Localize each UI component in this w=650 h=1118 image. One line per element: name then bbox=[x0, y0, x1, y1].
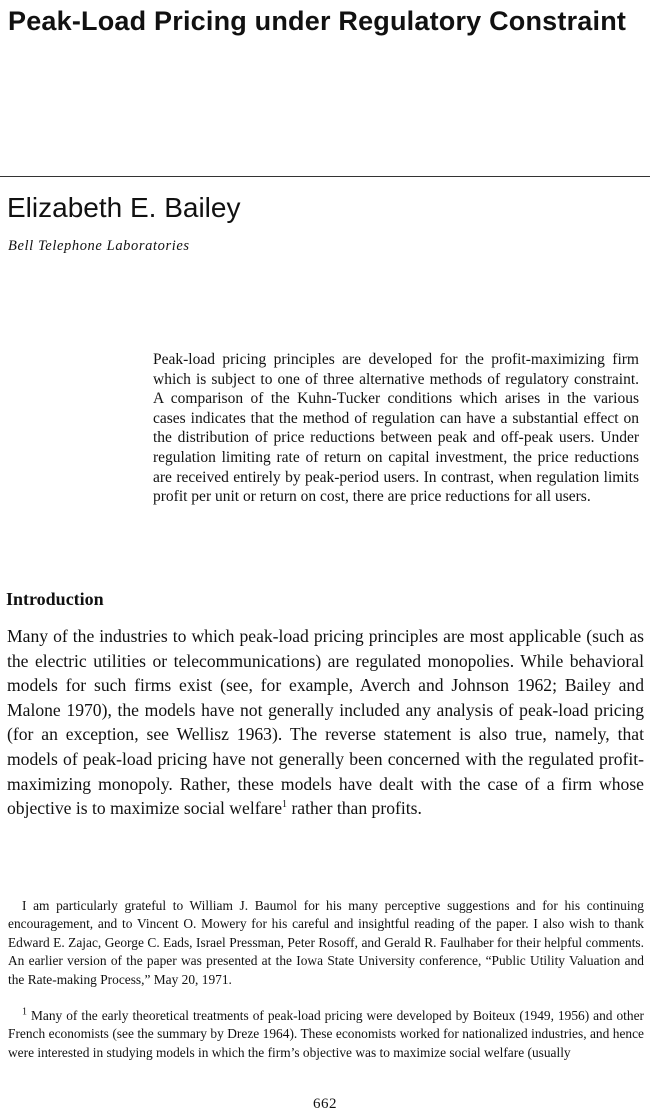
introduction-text-end: rather than profits. bbox=[287, 798, 422, 819]
footnote-marker: 1 bbox=[22, 1006, 27, 1018]
footnote-reference: 1 bbox=[282, 799, 288, 811]
title-divider bbox=[0, 176, 650, 177]
author-affiliation: Bell Telephone Laboratories bbox=[8, 238, 190, 254]
introduction-paragraph: Many of the industries to which peak-loa… bbox=[7, 624, 644, 821]
footnote-1: 1 Many of the early theoretical treatmen… bbox=[8, 1007, 644, 1062]
acknowledgment-note: I am particularly grateful to William J.… bbox=[8, 898, 644, 987]
page-number: 662 bbox=[313, 1096, 337, 1112]
introduction-text: Many of the industries to which peak-loa… bbox=[7, 626, 644, 819]
section-heading-introduction: Introduction bbox=[6, 589, 104, 609]
abstract: Peak-load pricing principles are develop… bbox=[153, 351, 639, 506]
footnote-text: Many of the early theoretical treatments… bbox=[8, 1008, 644, 1060]
author-name: Elizabeth E. Bailey bbox=[7, 192, 241, 223]
article-title: Peak-Load Pricing under Regulatory Const… bbox=[8, 6, 627, 36]
